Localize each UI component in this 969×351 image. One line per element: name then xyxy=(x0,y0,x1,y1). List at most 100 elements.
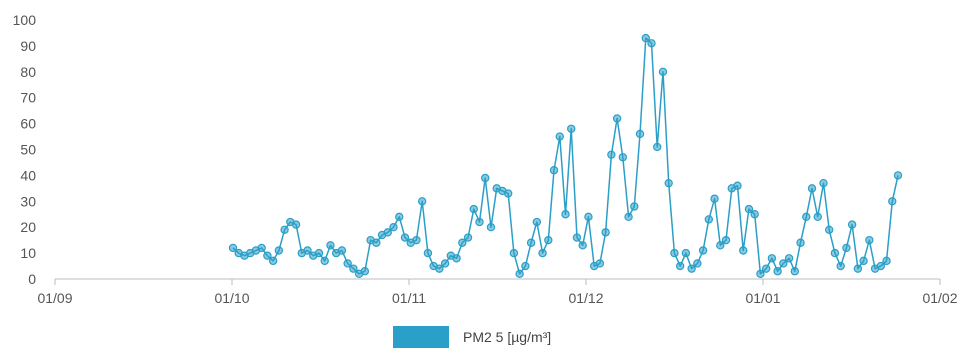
data-point[interactable] xyxy=(503,189,513,198)
data-point[interactable] xyxy=(830,248,840,258)
data-point[interactable] xyxy=(481,173,490,183)
data-point[interactable] xyxy=(584,212,593,222)
data-point[interactable] xyxy=(228,243,238,253)
data-point[interactable] xyxy=(274,246,284,255)
data-point[interactable] xyxy=(469,204,478,214)
data-point[interactable] xyxy=(412,235,421,245)
data-point[interactable] xyxy=(647,39,656,48)
data-point[interactable] xyxy=(440,259,450,268)
data-point[interactable] xyxy=(635,129,645,139)
data-point[interactable] xyxy=(458,238,467,247)
data-point[interactable] xyxy=(435,264,444,273)
data-point[interactable] xyxy=(532,217,542,227)
legend[interactable]: PM2 5 [µg/m³] xyxy=(393,326,551,348)
data-point[interactable] xyxy=(555,132,564,141)
data-point[interactable] xyxy=(825,225,834,234)
data-point[interactable] xyxy=(326,241,335,250)
data-point[interactable] xyxy=(383,228,392,237)
data-point[interactable] xyxy=(767,254,777,263)
data-point[interactable] xyxy=(452,254,461,263)
data-point[interactable] xyxy=(567,124,576,133)
data-point[interactable] xyxy=(417,197,427,206)
data-point[interactable] xyxy=(572,233,582,242)
data-point[interactable] xyxy=(819,178,828,188)
data-point[interactable] xyxy=(343,259,352,268)
data-point[interactable] xyxy=(618,153,628,162)
data-point[interactable] xyxy=(641,33,650,43)
data-point[interactable] xyxy=(756,269,765,279)
data-point[interactable] xyxy=(773,267,782,276)
data-point[interactable] xyxy=(733,181,742,190)
data-point[interactable] xyxy=(601,228,610,237)
data-point[interactable] xyxy=(721,235,731,245)
data-point[interactable] xyxy=(813,212,822,222)
data-point[interactable] xyxy=(515,269,524,279)
data-point[interactable] xyxy=(303,246,312,255)
data-point[interactable] xyxy=(750,210,759,219)
data-point[interactable] xyxy=(549,166,559,175)
data-point[interactable] xyxy=(779,259,788,268)
data-point[interactable] xyxy=(807,184,817,193)
data-point[interactable] xyxy=(893,171,903,180)
data-point[interactable] xyxy=(509,248,519,258)
data-point[interactable] xyxy=(521,261,530,271)
data-point[interactable] xyxy=(544,235,553,245)
data-point[interactable] xyxy=(876,261,886,271)
data-point[interactable] xyxy=(607,150,616,159)
data-point[interactable] xyxy=(698,246,708,255)
data-point[interactable] xyxy=(664,178,673,188)
data-point[interactable] xyxy=(716,241,725,250)
data-point[interactable] xyxy=(687,264,696,273)
data-point[interactable] xyxy=(314,248,324,258)
data-point[interactable] xyxy=(853,264,863,273)
data-point[interactable] xyxy=(859,256,868,266)
data-point[interactable] xyxy=(624,212,633,222)
data-point[interactable] xyxy=(486,222,496,232)
data-point[interactable] xyxy=(670,248,679,258)
data-point[interactable] xyxy=(675,261,685,271)
data-point[interactable] xyxy=(888,197,897,206)
data-point[interactable] xyxy=(578,241,587,250)
data-point[interactable] xyxy=(463,233,473,242)
data-point[interactable] xyxy=(710,194,719,203)
data-point[interactable] xyxy=(320,256,329,266)
data-point[interactable] xyxy=(658,67,668,77)
data-point[interactable] xyxy=(526,238,536,247)
data-point[interactable] xyxy=(475,217,484,227)
data-point[interactable] xyxy=(360,267,370,276)
data-point[interactable] xyxy=(337,246,347,255)
data-point[interactable] xyxy=(836,261,845,271)
data-point[interactable] xyxy=(630,202,639,211)
data-point[interactable] xyxy=(681,248,691,258)
data-point[interactable] xyxy=(263,251,272,260)
data-point[interactable] xyxy=(595,259,605,268)
data-point[interactable] xyxy=(389,222,398,232)
data-point[interactable] xyxy=(761,264,771,273)
data-point[interactable] xyxy=(693,259,702,268)
data-point[interactable] xyxy=(257,243,266,253)
data-point[interactable] xyxy=(847,220,857,229)
data-point[interactable] xyxy=(400,233,410,242)
data-point[interactable] xyxy=(790,267,800,276)
data-point[interactable] xyxy=(349,264,358,273)
data-point[interactable] xyxy=(653,142,662,152)
data-point[interactable] xyxy=(842,243,851,253)
data-point[interactable] xyxy=(744,204,754,214)
data-point[interactable] xyxy=(704,215,714,224)
data-point[interactable] xyxy=(423,248,433,258)
data-point[interactable] xyxy=(561,210,570,219)
data-point[interactable] xyxy=(291,220,301,229)
data-point[interactable] xyxy=(882,256,891,266)
data-point[interactable] xyxy=(538,248,547,258)
data-point[interactable] xyxy=(739,246,748,255)
data-point[interactable] xyxy=(395,212,404,222)
data-point[interactable] xyxy=(268,256,278,266)
data-point[interactable] xyxy=(796,238,805,247)
data-point[interactable] xyxy=(865,235,874,245)
data-point[interactable] xyxy=(280,225,289,234)
data-point[interactable] xyxy=(802,212,811,222)
data-point[interactable] xyxy=(784,254,794,263)
data-point[interactable] xyxy=(612,114,622,123)
data-point[interactable] xyxy=(372,238,381,247)
